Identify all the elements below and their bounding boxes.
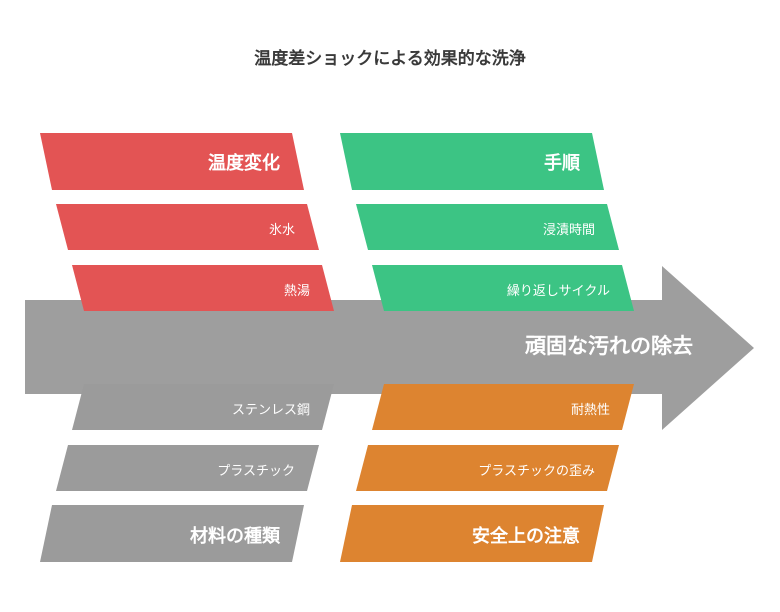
category-box-temperature <box>40 133 304 190</box>
category-box-safety <box>340 505 604 562</box>
item-box-stainless-steel <box>72 384 334 430</box>
category-label-procedure: 手順 <box>544 153 580 174</box>
item-label-plastic-warping: プラスチックの歪み <box>478 464 595 479</box>
item-label-hot-water: 熱湯 <box>283 284 310 299</box>
category-box-materials <box>40 505 304 562</box>
item-box-soak-time <box>356 204 619 250</box>
category-label-safety: 安全上の注意 <box>472 526 580 547</box>
effect-label: 頑固な汚れの除去 <box>525 334 693 358</box>
item-box-plastic <box>56 445 319 491</box>
item-label-repeat-cycle: 繰り返しサイクル <box>506 284 610 299</box>
item-box-repeat-cycle <box>372 265 634 311</box>
item-label-stainless-steel: ステンレス鋼 <box>231 403 310 418</box>
category-box-procedure <box>340 133 604 190</box>
item-box-plastic-warping <box>356 445 619 491</box>
category-label-temperature: 温度変化 <box>208 153 280 174</box>
diagram-title: 温度差ショックによる効果的な洗浄 <box>254 49 526 69</box>
item-label-soak-time: 浸漬時間 <box>542 223 595 238</box>
category-label-materials: 材料の種類 <box>190 526 280 547</box>
item-label-ice-water: 氷水 <box>268 223 295 238</box>
item-box-hot-water <box>72 265 334 311</box>
item-label-plastic: プラスチック <box>217 464 295 479</box>
item-box-heat-resistance <box>372 384 634 430</box>
item-box-ice-water <box>56 204 319 250</box>
item-label-heat-resistance: 耐熱性 <box>570 403 610 418</box>
